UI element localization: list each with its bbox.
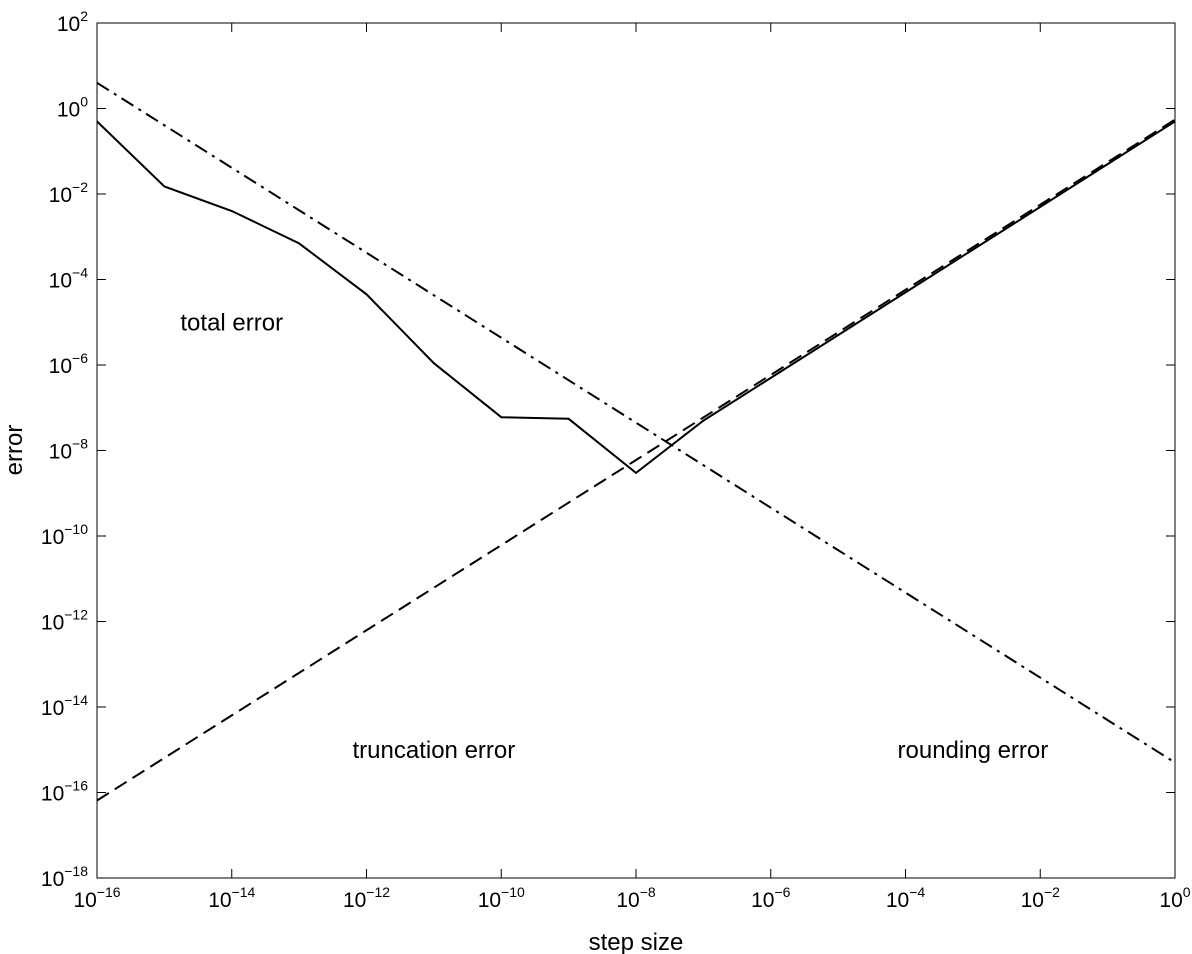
annotations: total error truncation error rounding erro… — [180, 309, 1048, 764]
y-tick-label: 10−6 — [49, 350, 89, 378]
y-tick-label: 102 — [57, 8, 88, 36]
y-tick-label: 10−2 — [49, 179, 89, 207]
x-tick-label: 10−10 — [478, 884, 525, 912]
series-lines — [96, 81, 1176, 802]
x-tick-label: 10−6 — [751, 884, 791, 912]
x-tick-label: 10−16 — [73, 884, 120, 912]
y-axis-title: error — [1, 425, 28, 476]
axis-ticks — [96, 22, 1176, 879]
y-tick-label: 100 — [57, 94, 88, 122]
x-tick-label: 10−8 — [616, 884, 656, 912]
y-tick-label: 10−10 — [41, 521, 88, 549]
y-tick-label: 10−4 — [49, 265, 89, 293]
x-tick-label: 100 — [1159, 884, 1190, 912]
total-error-label: total error — [180, 309, 283, 336]
tick-labels: 10−16 10−14 10−12 10−10 10−8 10−6 10−4 10−2 100 1… — [41, 8, 1191, 912]
y-tick-label: 10−18 — [41, 863, 88, 891]
y-tick-label: 10−12 — [41, 607, 88, 635]
x-axis-title: step size — [589, 929, 684, 954]
x-tick-label: 10−2 — [1021, 884, 1061, 912]
rounding-error-line — [96, 81, 1176, 764]
rounding-error-label: rounding error — [898, 737, 1049, 764]
total-error-line — [96, 120, 1176, 475]
y-tick-label: 10−8 — [49, 436, 89, 464]
truncation-error-label: truncation error — [353, 737, 516, 764]
x-tick-label: 10−14 — [208, 884, 255, 912]
y-tick-label: 10−16 — [41, 778, 88, 806]
y-tick-label: 10−14 — [41, 692, 88, 720]
truncation-error-line — [96, 118, 1176, 802]
x-tick-label: 10−4 — [886, 884, 926, 912]
x-tick-label: 10−12 — [343, 884, 390, 912]
